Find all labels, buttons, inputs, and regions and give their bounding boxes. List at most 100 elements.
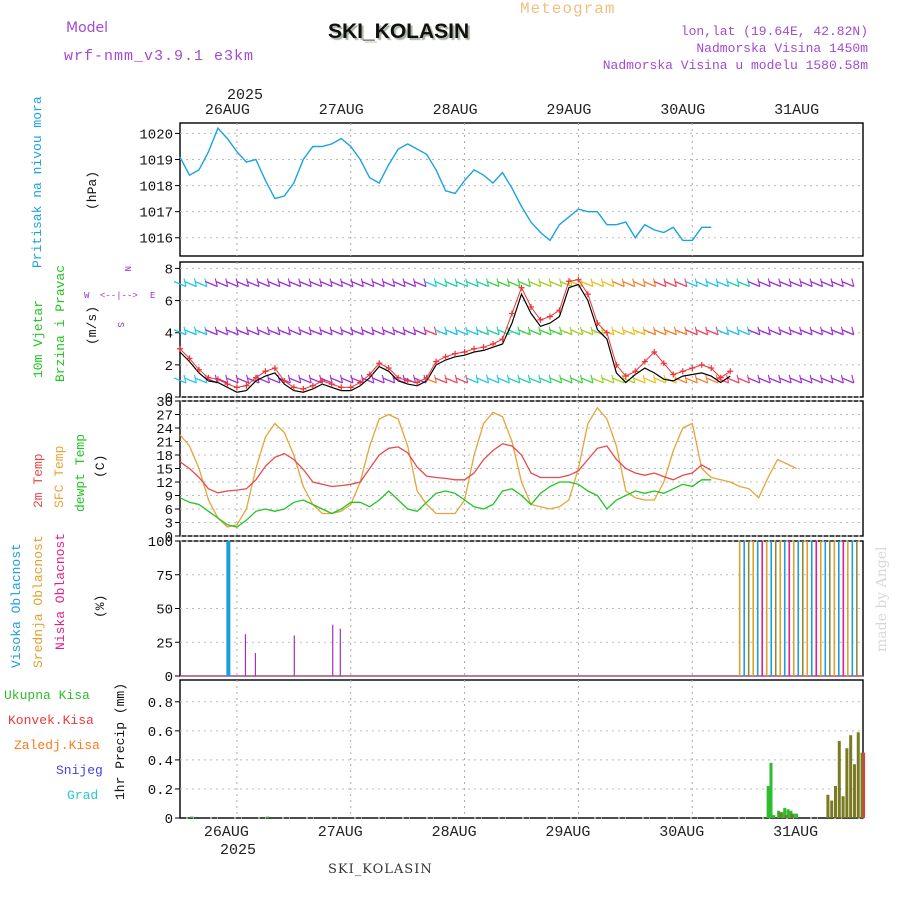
wind-barb [184,280,197,288]
wind-barb-tick [506,278,511,287]
wind-barb-tick [298,326,302,335]
wind-barb-tick [653,278,657,287]
wind-barb [184,329,197,336]
wind-barb [768,329,782,336]
wind-barb-tick [715,374,719,384]
wind-barb [361,377,375,384]
wind-barb [518,377,531,384]
wind-barb-tick [538,278,542,287]
wind-barb-tick [287,374,291,384]
wind-barb [758,329,771,336]
wind-barb [486,377,500,384]
wind-barb [298,280,312,288]
wind-barb [382,377,395,384]
precip-bar [266,816,270,818]
model-elevation: Nadmorska Visina u modelu 1580.58m [602,58,868,73]
wind-barb-tick [621,278,625,287]
wind-gust-marker [622,373,629,380]
wind-gust-marker [527,304,534,310]
wind-barb-tick [830,326,834,335]
wind-title-1: 10m Vjetar [31,300,46,378]
wind-barb-tick [214,326,218,335]
wind-gust-marker [328,381,335,388]
wind-barb [716,280,729,288]
wind-barb-tick [183,278,187,287]
cloud-high-label: Visoka Oblacnost [9,543,24,668]
wind-barb-tick [736,374,740,384]
wind-barb [653,280,667,288]
wind-barb-tick [246,278,250,287]
wind-barb [372,280,385,288]
wind-barb-tick [423,278,427,287]
legend-graupel: Grad [67,788,98,803]
wind-barb [330,377,343,384]
wind-barb-tick [235,374,239,384]
wind-barb-tick [506,374,511,384]
wind-barb-tick [851,278,855,287]
wind-barb [372,377,385,384]
wind-barb [434,280,448,288]
wind-barb-tick [611,374,615,384]
wind-barb [820,377,834,384]
wind-gust-marker [575,276,582,283]
wind-barb [424,329,437,336]
compass-south: S [115,322,125,327]
wind-barb [643,329,656,336]
wind-gust-marker [660,360,667,367]
cloud-mid-label: Srednja Oblacnost [31,535,46,668]
wind-barb [319,280,333,288]
wind-barb [497,377,510,384]
y-tick-label: 0 [165,530,173,546]
wind-barb [747,377,761,384]
wind-barb [831,280,844,288]
wind-gust-marker [594,320,601,327]
wind-barb [267,329,281,336]
wind-barb-tick [444,326,448,335]
compass-east: E [150,291,155,301]
wind-barb [507,329,521,336]
wind-barb-tick [642,326,646,335]
wind-barb [476,329,489,336]
precip-bar [769,762,773,818]
wind-barb [257,329,270,336]
wind-barb-tick [392,278,396,287]
wind-barb [173,377,187,384]
y-tick-label: 0.6 [148,725,173,741]
y-tick-label: 1017 [139,206,173,222]
wind-barb [695,377,708,384]
precip-bar [777,810,781,818]
wind-barb [455,377,468,384]
wind-barb-tick [256,326,260,335]
wind-barb [810,329,823,336]
wind-barb-tick [819,326,824,335]
wind-barb-tick [433,374,437,384]
wind-barb-tick [319,326,323,335]
wind-barb [445,377,458,384]
precip-legend: Ukupna Kisa Konvek.Kisa Zaledj.Kisa Snij… [4,683,128,803]
wind-barb [351,329,364,336]
wind-gust-marker [499,336,506,343]
wind-barb-tick [757,374,761,384]
wind-barb [225,377,239,384]
y-tick-label: 30 [156,395,173,411]
wind-gust-marker [537,316,544,323]
wind-barb [695,280,708,288]
wind-barb [465,377,479,384]
wind-gust-marker [177,345,183,352]
wind-barb-tick [402,326,406,335]
wind-gust-marker [717,374,724,381]
wind-barb [403,329,416,336]
wind-barb [246,280,260,288]
wind-barb [465,280,479,288]
wind-barb-tick [726,374,730,384]
wind-barb [382,329,395,336]
wind-gust-marker [603,329,610,336]
wind-barb-tick [517,374,521,384]
precip-bar [792,813,796,818]
wind-barb-tick [371,374,375,384]
wind-barb [288,280,302,288]
compass-north: N [122,266,132,271]
wind-barb-tick [799,278,803,287]
wind-barb [215,280,228,288]
